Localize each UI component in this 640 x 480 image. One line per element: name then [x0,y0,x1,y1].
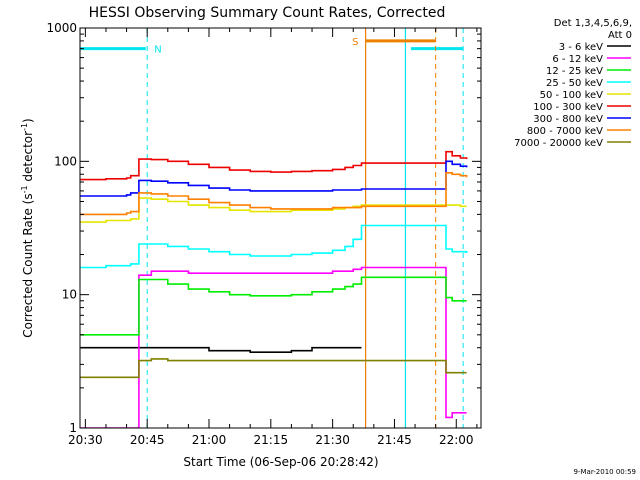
y-tick-label-1: 10 [62,288,77,302]
axes: 20:30 20:45 21:00 21:15 21:30 21:45 22:00 1 10 10… [46,21,481,447]
legend-label-8: 7000 - 20000 keV [514,138,603,149]
series-0-line-part-0 [80,346,362,354]
y-axis-label-end: ) [21,118,35,123]
series-3-line-part-0 [80,224,468,269]
legend-label-6: 300 - 800 keV [533,114,603,125]
legend-header-line-2: Att 0 [608,30,632,41]
series-8-line-part-0 [80,358,467,379]
y-axis-label-mid: detector [21,131,35,186]
series-7-line-part-0 [80,172,468,216]
x-tick-label-1: 20:45 [130,433,165,447]
x-tick-label-4: 21:30 [315,433,350,447]
y-tick-label-3: 1000 [46,21,77,35]
legend-label-3: 25 - 50 keV [546,78,603,89]
x-tick-label-3: 21:15 [254,433,289,447]
chart-title: HESSI Observing Summary Count Rates, Cor… [89,5,446,21]
flag-s-label: S [352,37,358,48]
legend-label-7: 800 - 7000 keV [527,126,603,137]
plot-frame [79,27,482,429]
legend-label-0: 3 - 6 keV [559,42,603,53]
series-2-line-part-0 [80,276,467,336]
y-tick-label-2: 100 [54,154,77,168]
x-tick-label-5: 21:45 [377,433,412,447]
legend-label-5: 100 - 300 keV [533,102,603,113]
legend-label-2: 12 - 25 keV [546,66,603,77]
y-axis-label: Corrected Count Rate (s-1 detector-1) [20,118,35,337]
flag-n-label: N [154,45,161,56]
x-axis-label: Start Time (06-Sep-06 20:28:42) [183,455,378,469]
generation-timestamp: 9-Mar-2010 00:59 [574,468,636,476]
legend-label-1: 6 - 12 keV [552,54,603,65]
legend-header-line-1: Det 1,3,4,5,6,9, [554,18,632,29]
x-tick-label-0: 20:30 [68,433,103,447]
y-axis-label-main: Corrected Count Rate (s [21,193,35,337]
x-tick-label-6: 22:00 [439,433,474,447]
x-tick-label-2: 21:00 [192,433,227,447]
y-tick-label-0: 1 [69,421,77,435]
y-axis-label-sup1: -1 [20,185,29,193]
plot-clip-group [80,28,468,428]
legend-label-4: 50 - 100 keV [540,90,604,101]
y-axis-label-sup2: -1 [20,123,29,131]
plot-area: NS [80,28,468,428]
